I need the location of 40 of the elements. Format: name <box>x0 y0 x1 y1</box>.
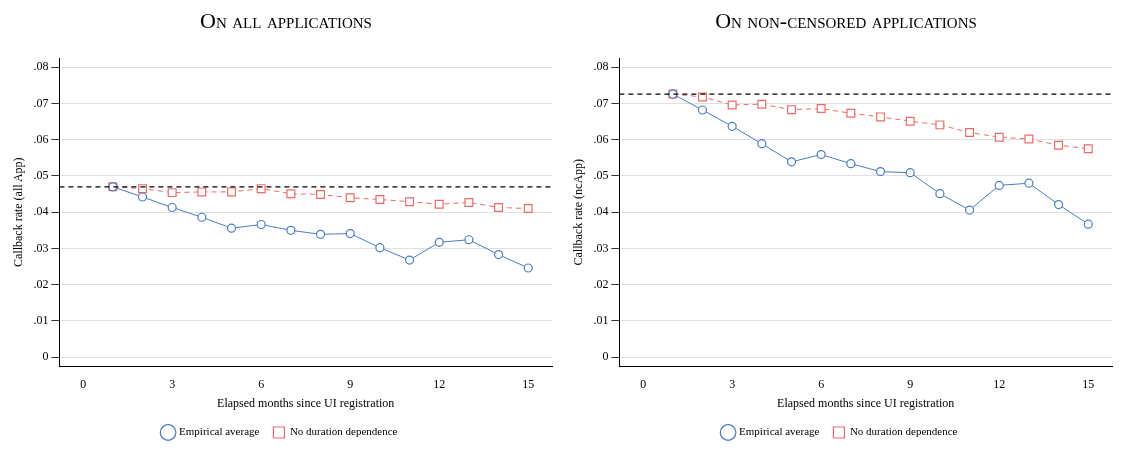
y-tick-label: .03 <box>593 240 609 255</box>
y-axis-title: Callback rate (ncApp) <box>571 158 586 266</box>
x-tick-label: 6 <box>818 376 825 391</box>
x-tick-label: 15 <box>522 376 535 391</box>
chart-title: On non-censored applications <box>714 8 978 35</box>
y-tick-label: 0 <box>42 349 49 364</box>
y-tick-label: .07 <box>593 95 609 110</box>
x-tick-label: 9 <box>347 376 354 391</box>
y-tick-label: .03 <box>33 240 49 255</box>
x-tick-label: 0 <box>80 376 87 391</box>
y-tick-label: .07 <box>33 95 49 110</box>
y-axis-title: Callback rate (all App) <box>11 157 26 268</box>
y-tick-label: 0 <box>602 349 609 364</box>
y-tick-label: .02 <box>33 276 49 291</box>
x-tick-label: 3 <box>169 376 176 391</box>
x-tick-label: 9 <box>907 376 914 391</box>
y-tick-label: .08 <box>593 59 609 74</box>
legend-label: No duration dependence <box>849 425 958 438</box>
x-tick-label: 3 <box>729 376 736 391</box>
x-tick-label: 12 <box>993 376 1006 391</box>
x-tick-label: 12 <box>433 376 446 391</box>
chart-title: On all applications <box>199 8 373 35</box>
legend-label: Empirical average <box>739 425 820 438</box>
y-tick-label: .05 <box>33 168 49 183</box>
y-tick-label: .06 <box>33 131 49 146</box>
y-tick-label: .04 <box>33 204 49 219</box>
x-tick-label: 0 <box>640 376 647 391</box>
y-tick-label: .01 <box>33 313 49 328</box>
x-tick-label: 15 <box>1082 376 1095 391</box>
legend-label: No duration dependence <box>289 425 398 438</box>
y-tick-label: .06 <box>593 131 609 146</box>
legend-label: Empirical average <box>179 425 260 438</box>
y-tick-label: .04 <box>593 204 609 219</box>
y-tick-label: .02 <box>593 276 609 291</box>
y-tick-label: .01 <box>593 313 609 328</box>
x-axis-title: Elapsed months since UI registration <box>777 395 955 410</box>
x-axis-title: Elapsed months since UI registration <box>217 395 395 410</box>
x-tick-label: 6 <box>258 376 265 391</box>
y-tick-label: .05 <box>593 168 609 183</box>
y-tick-label: .08 <box>33 59 49 74</box>
